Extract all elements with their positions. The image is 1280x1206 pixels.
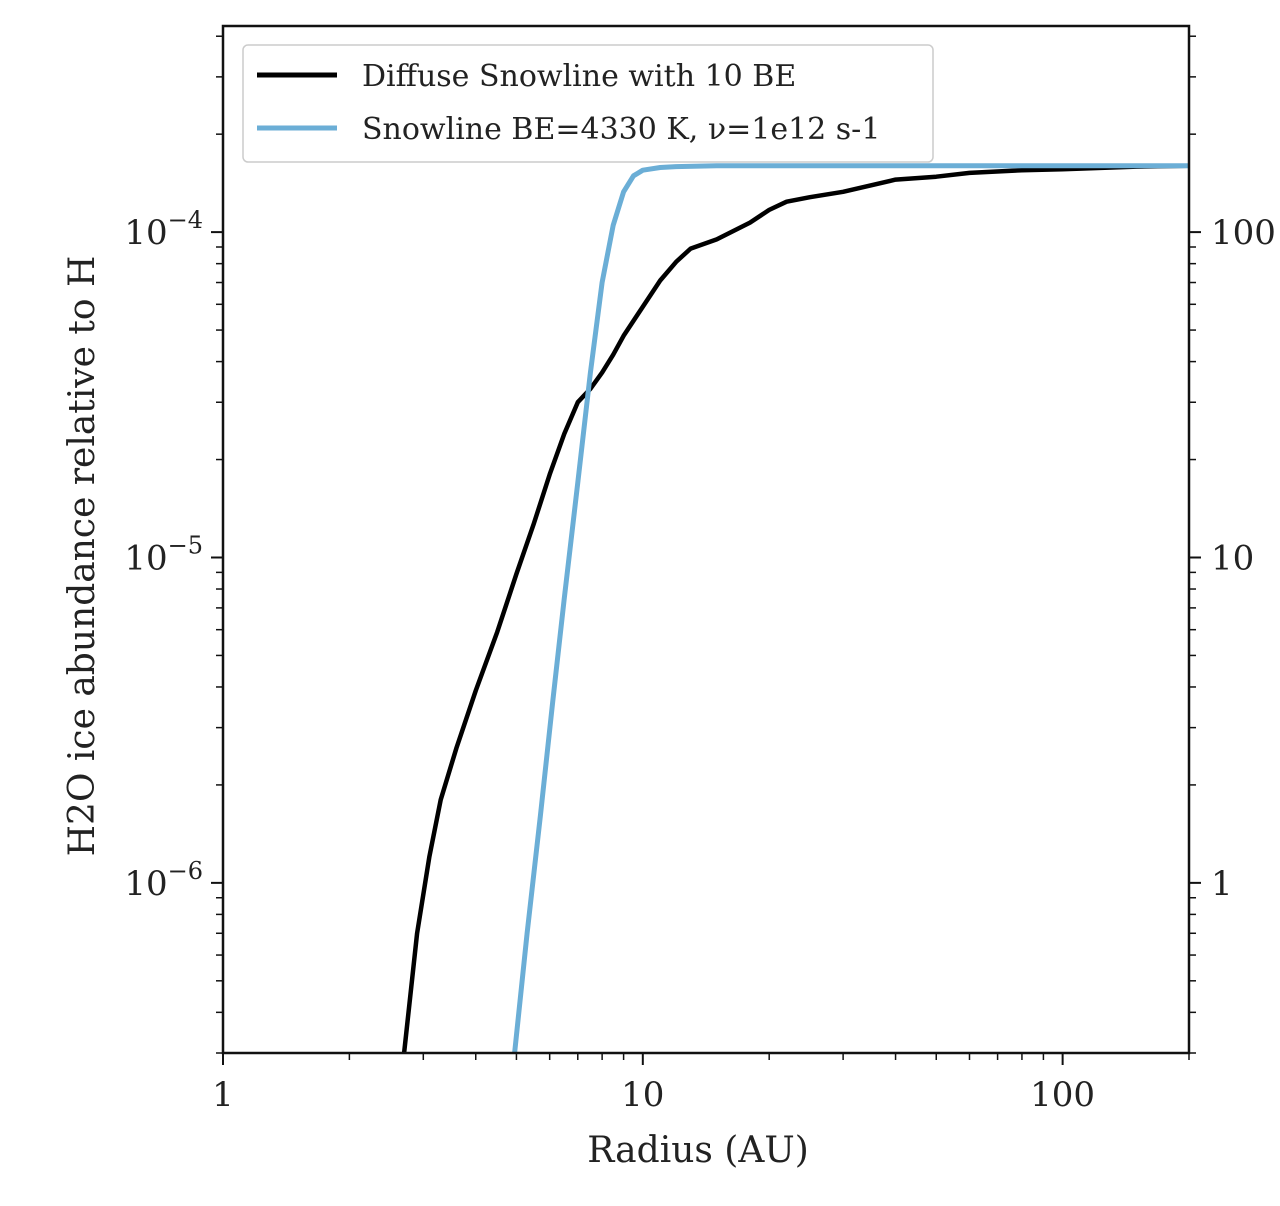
x-tick-label: 100 xyxy=(1030,1075,1095,1115)
y-tick-label: 10−4 xyxy=(124,206,203,253)
series-line-0 xyxy=(401,163,1189,1053)
series-line-1 xyxy=(512,163,1189,1053)
y-tick-label: 10−5 xyxy=(124,531,203,578)
y-axis-title: H2O ice abundance relative to H xyxy=(62,256,103,857)
x-tick-label: 10 xyxy=(621,1075,664,1115)
legend-label-series-0: Diffuse Snowline with 10 BE xyxy=(362,59,796,94)
y-axis: 10−6 10−5 10−4 xyxy=(124,35,223,1054)
right-y-tick-label: 100 xyxy=(1211,213,1276,253)
plot-frame xyxy=(221,24,1191,1055)
series-layer xyxy=(401,163,1189,1053)
right-y-axis: 1 10 100 xyxy=(1189,35,1276,1054)
x-tick-label: 1 xyxy=(212,1075,234,1115)
x-axis: 1 10 100 xyxy=(212,1053,1190,1115)
right-y-tick-label: 10 xyxy=(1211,538,1254,578)
legend-label-series-1: Snowline BE=4330 K, ν=1e12 s-1 xyxy=(362,112,880,147)
legend-box xyxy=(242,44,934,163)
y-tick-label: 10−6 xyxy=(124,857,203,904)
x-axis-title: Radius (AU) xyxy=(587,1130,808,1171)
legend: Diffuse Snowline with 10 BE Snowline BE=… xyxy=(242,44,934,163)
right-y-tick-label: 1 xyxy=(1211,864,1233,904)
